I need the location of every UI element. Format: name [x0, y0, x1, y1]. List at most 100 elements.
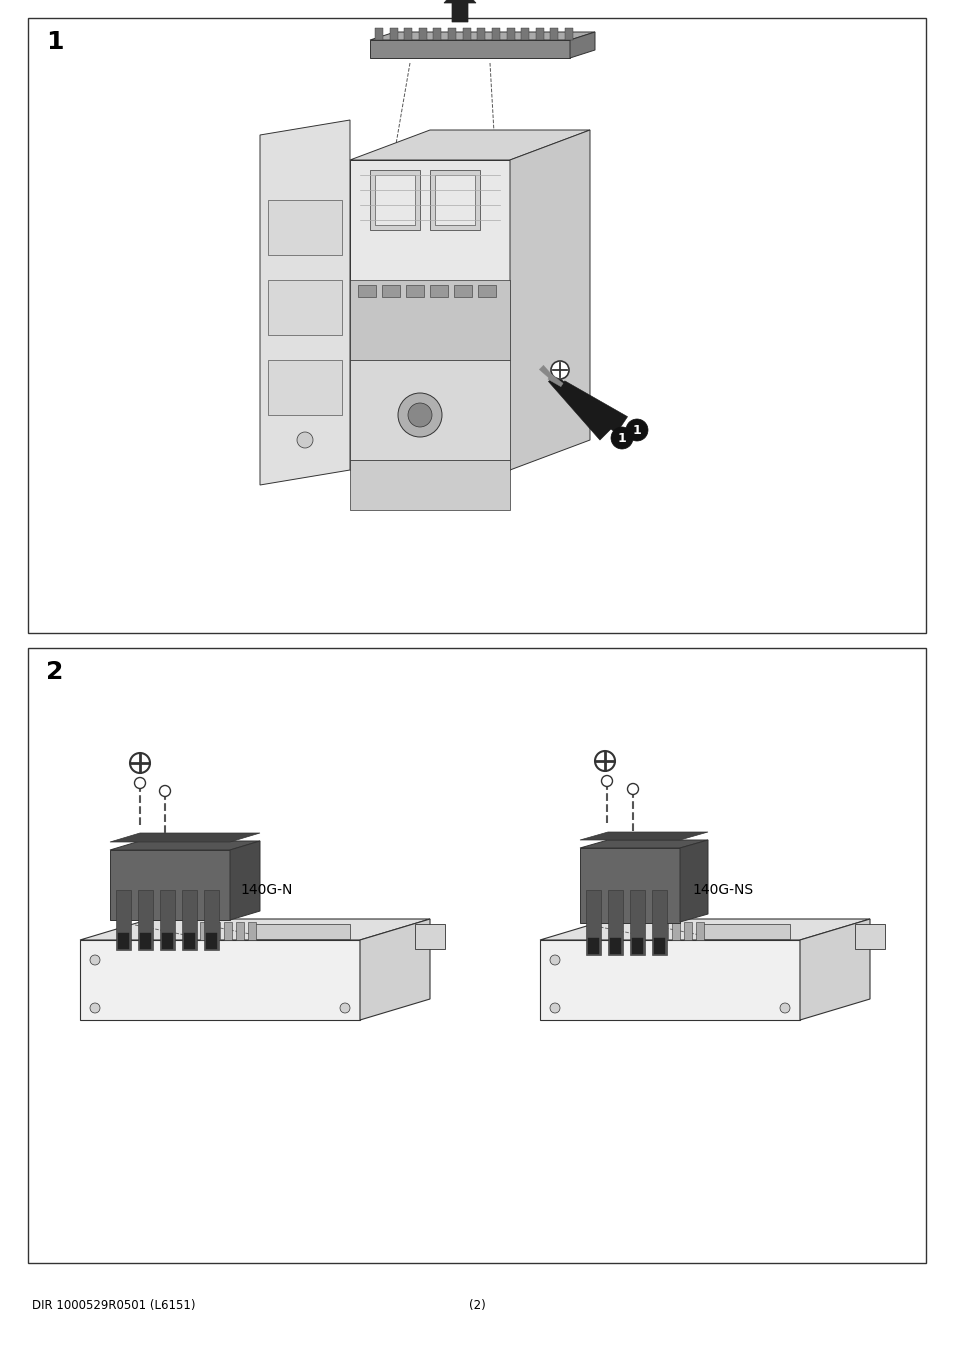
Bar: [406, 285, 423, 297]
Bar: [430, 285, 448, 297]
Bar: [350, 460, 510, 510]
Circle shape: [780, 1003, 789, 1012]
Polygon shape: [538, 366, 553, 379]
Bar: [476, 28, 485, 40]
Bar: [477, 285, 496, 297]
Circle shape: [595, 751, 615, 771]
Bar: [389, 28, 397, 40]
Text: 1: 1: [617, 432, 626, 444]
Bar: [162, 933, 172, 949]
Circle shape: [90, 954, 100, 965]
Bar: [118, 933, 129, 949]
Polygon shape: [800, 919, 869, 1021]
Bar: [671, 922, 679, 940]
Bar: [631, 938, 642, 954]
Bar: [539, 940, 800, 1021]
Bar: [370, 40, 569, 58]
Circle shape: [134, 778, 146, 788]
Bar: [550, 28, 558, 40]
Bar: [564, 28, 573, 40]
Bar: [357, 285, 375, 297]
Polygon shape: [110, 833, 260, 842]
Circle shape: [339, 1003, 350, 1012]
Bar: [350, 360, 510, 460]
Bar: [268, 360, 341, 414]
Circle shape: [625, 418, 647, 441]
Bar: [536, 28, 543, 40]
Polygon shape: [415, 923, 444, 949]
Bar: [350, 161, 510, 470]
Polygon shape: [370, 32, 595, 40]
Polygon shape: [547, 374, 562, 386]
Polygon shape: [510, 130, 589, 470]
Bar: [235, 922, 244, 940]
Bar: [520, 28, 529, 40]
Circle shape: [610, 427, 633, 450]
Polygon shape: [260, 120, 350, 485]
Circle shape: [130, 753, 150, 774]
Bar: [404, 28, 412, 40]
Bar: [609, 938, 620, 954]
Text: 1: 1: [46, 30, 64, 54]
Polygon shape: [350, 130, 589, 161]
Bar: [80, 940, 359, 1021]
Text: (2): (2): [468, 1299, 485, 1311]
Text: 1: 1: [632, 424, 640, 436]
Bar: [435, 176, 475, 225]
Bar: [182, 890, 196, 950]
Bar: [462, 28, 470, 40]
Polygon shape: [110, 841, 260, 850]
Polygon shape: [539, 919, 869, 940]
Circle shape: [296, 432, 313, 448]
Text: DIR 1000529R0501 (L6151): DIR 1000529R0501 (L6151): [32, 1299, 195, 1311]
Circle shape: [159, 786, 171, 796]
Polygon shape: [679, 840, 707, 922]
Bar: [350, 279, 510, 360]
Bar: [248, 922, 255, 940]
Bar: [140, 933, 151, 949]
Bar: [375, 176, 415, 225]
Polygon shape: [443, 0, 476, 22]
Bar: [506, 28, 514, 40]
Circle shape: [397, 393, 441, 437]
Circle shape: [90, 1003, 100, 1012]
Polygon shape: [854, 923, 884, 949]
Polygon shape: [548, 374, 614, 440]
Bar: [204, 890, 219, 950]
Bar: [430, 170, 479, 230]
Bar: [607, 890, 622, 954]
Bar: [381, 285, 399, 297]
Bar: [629, 890, 644, 954]
Bar: [28, 648, 925, 1264]
Bar: [433, 28, 441, 40]
Bar: [224, 922, 232, 940]
Bar: [696, 922, 703, 940]
Polygon shape: [250, 923, 350, 940]
Bar: [492, 28, 499, 40]
Circle shape: [601, 775, 612, 787]
Bar: [659, 922, 667, 940]
Text: 140G-NS: 140G-NS: [691, 883, 752, 896]
Polygon shape: [558, 381, 627, 433]
Bar: [138, 890, 152, 950]
Bar: [418, 28, 426, 40]
Bar: [587, 938, 598, 954]
Bar: [654, 938, 664, 954]
Bar: [579, 848, 679, 923]
Bar: [200, 922, 208, 940]
Polygon shape: [359, 919, 430, 1021]
Circle shape: [551, 360, 568, 379]
Bar: [268, 279, 341, 335]
Polygon shape: [230, 841, 260, 919]
Bar: [448, 28, 456, 40]
Polygon shape: [569, 32, 595, 58]
Bar: [454, 285, 472, 297]
Polygon shape: [579, 832, 707, 840]
Circle shape: [550, 1003, 559, 1012]
Bar: [160, 890, 174, 950]
Bar: [110, 850, 230, 919]
Bar: [212, 922, 220, 940]
Circle shape: [627, 783, 638, 795]
Polygon shape: [579, 840, 707, 848]
Bar: [206, 933, 216, 949]
